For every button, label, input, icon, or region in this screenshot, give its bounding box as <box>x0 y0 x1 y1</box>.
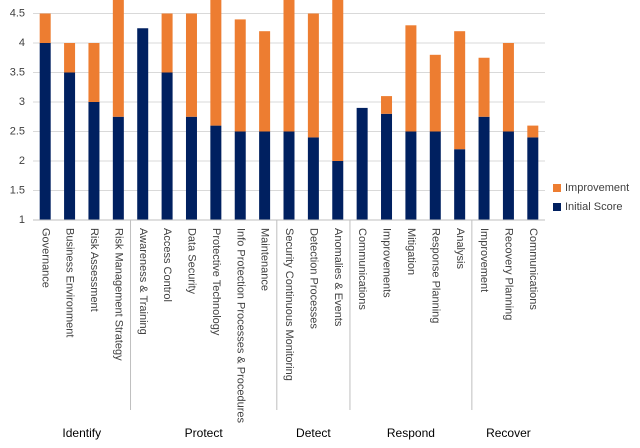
group-label: Protect <box>185 426 224 440</box>
bar-segment <box>307 137 319 220</box>
x-tick-label: Governance <box>39 228 51 288</box>
bar-segment <box>478 57 490 117</box>
x-tick-label: Analysis <box>454 228 466 269</box>
x-tick-label: Recovery Planning <box>503 228 515 320</box>
x-tick-label: Improvements <box>381 228 393 298</box>
bar-segment <box>259 31 271 132</box>
y-tick-label: 2 <box>19 155 25 167</box>
bar-segment <box>112 0 124 117</box>
x-tick-label: Communications <box>527 228 539 310</box>
bar-segment <box>429 131 441 220</box>
bar-segment <box>405 131 417 220</box>
bar-segment <box>39 13 51 43</box>
bar-segment <box>454 31 466 150</box>
y-tick-label: 4.5 <box>10 7 25 19</box>
x-tick-label: Data Security <box>186 228 198 295</box>
bar-segment <box>478 116 490 220</box>
bar-segment <box>429 54 441 132</box>
bar-segment <box>64 43 76 73</box>
bar-segment <box>39 43 51 220</box>
y-tick-label: 3.5 <box>10 66 25 78</box>
bar-segment <box>185 116 197 220</box>
bar-segment <box>185 13 197 117</box>
x-tick-label: Anomalies & Events <box>332 228 344 327</box>
bar-segment <box>161 72 173 220</box>
y-tick-label: 1 <box>19 214 25 226</box>
bar-segment <box>381 96 393 114</box>
legend-label: Initial Score <box>565 201 622 213</box>
bar-segment <box>332 161 344 220</box>
x-tick-label: Maintenance <box>259 228 271 291</box>
y-tick-label: 2.5 <box>10 125 25 137</box>
bar-segment <box>502 43 514 132</box>
bar-segment <box>210 125 222 220</box>
bar-segment <box>112 116 124 220</box>
x-tick-label: Mitigation <box>405 228 417 275</box>
y-tick-label: 3 <box>19 96 25 108</box>
bar-segment <box>64 72 76 220</box>
bar-segment <box>527 137 539 220</box>
x-tick-label: Access Control <box>161 228 173 302</box>
group-label: Respond <box>387 426 435 440</box>
bar-segment <box>234 19 246 132</box>
bar-segment <box>88 102 100 220</box>
bar-segment <box>234 131 246 220</box>
group-label: Recover <box>486 426 531 440</box>
x-tick-label: Info Protection Processes & Procedures <box>234 228 246 424</box>
legend-label: Improvement <box>565 182 629 194</box>
x-tick-label: Improvement <box>478 228 490 292</box>
x-tick-label: Awareness & Training <box>137 228 149 335</box>
x-tick-label: Response Planning <box>429 228 441 323</box>
x-tick-label: Detection Processes <box>307 228 319 329</box>
bar-segment <box>454 149 466 220</box>
x-tick-label: Risk Assessment <box>88 228 100 312</box>
x-tick-label: Communications <box>356 228 368 310</box>
bar-segment <box>210 0 222 126</box>
bar-segment <box>307 13 319 138</box>
bar-segment <box>356 107 368 220</box>
x-tick-label: Protective Technology <box>210 228 222 336</box>
legend-swatch <box>553 184 561 192</box>
x-tick-label: Business Environment <box>64 228 76 337</box>
x-tick-label: Security Continuous Monitoring <box>283 228 295 381</box>
group-label: Identify <box>62 426 101 440</box>
group-label: Detect <box>296 426 331 440</box>
x-tick-label: Risk Management Strategy <box>112 228 124 361</box>
bar-segment <box>405 25 417 132</box>
legend-swatch <box>553 203 561 211</box>
bar-segment <box>502 131 514 220</box>
bar-segment <box>381 113 393 220</box>
bar-segment <box>259 131 271 220</box>
y-tick-label: 4 <box>19 37 25 49</box>
bar-segment <box>88 43 100 102</box>
bar-segment <box>283 131 295 220</box>
bar-segment <box>137 28 149 220</box>
bar-segment <box>161 13 173 73</box>
bar-segment <box>283 0 295 132</box>
y-tick-label: 1.5 <box>10 184 25 196</box>
bar-segment <box>527 125 539 138</box>
bar-segment <box>332 0 344 161</box>
